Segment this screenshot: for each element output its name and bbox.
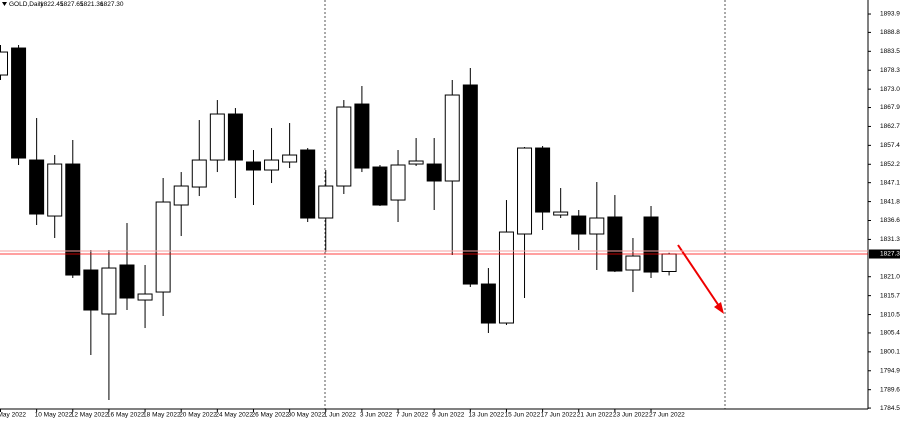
candle-body <box>643 216 659 273</box>
candle-body <box>119 264 135 299</box>
y-tick-label: 1815.75 <box>880 292 900 299</box>
candle-body <box>607 216 623 272</box>
candle-body <box>372 166 388 206</box>
header-close: 1827.30 <box>100 1 124 8</box>
y-tick-label: 1857.45 <box>880 142 900 149</box>
candle-body <box>589 217 605 235</box>
candle-body <box>137 293 153 301</box>
menu-triangle[interactable] <box>2 2 7 6</box>
x-tick-label: 30 May 2022 <box>288 412 326 419</box>
candle-body <box>553 211 569 216</box>
x-tick-label: 13 Jun 2022 <box>468 412 504 419</box>
candle-body <box>408 160 424 165</box>
y-tick-label: 1867.95 <box>880 104 900 111</box>
candle-body <box>47 163 63 217</box>
x-tick-label: 16 May 2022 <box>107 412 145 419</box>
candle-body <box>29 159 45 215</box>
candle-body <box>480 283 496 324</box>
header-open: 1822.45 <box>40 1 64 8</box>
y-tick-label: 1883.55 <box>880 48 900 55</box>
x-tick-label: 17 Jun 2022 <box>541 412 577 419</box>
x-tick-label: 15 Jun 2022 <box>504 412 540 419</box>
candle-body <box>318 185 334 219</box>
annotation-arrow <box>677 244 722 310</box>
x-tick-label: 9 Jun 2022 <box>432 412 465 419</box>
candle-body <box>661 253 677 272</box>
y-tick-label: 1852.20 <box>880 161 900 168</box>
candle-body <box>462 84 478 285</box>
candle-body <box>245 161 261 171</box>
header-high: 1827.65 <box>60 1 84 8</box>
candle-body <box>571 215 587 235</box>
candle-body <box>517 147 533 235</box>
y-tick-label: 1789.65 <box>880 386 900 393</box>
y-tick-label: 1841.85 <box>880 198 900 205</box>
y-tick-label: 1847.10 <box>880 179 900 186</box>
y-tick-label: 1873.05 <box>880 86 900 93</box>
candle-body <box>336 106 352 187</box>
candle-body <box>83 269 99 311</box>
candle-body <box>535 147 551 213</box>
x-tick-label: 20 May 2022 <box>179 412 217 419</box>
candle-body <box>65 163 81 276</box>
x-tick-label: 23 Jun 2022 <box>613 412 649 419</box>
candle-body <box>444 94 460 182</box>
symbol-title: GOLD,Daily <box>9 1 44 8</box>
candle-body <box>625 255 641 271</box>
x-tick-label: 27 Jun 2022 <box>649 412 685 419</box>
y-tick-label: 1821.00 <box>880 273 900 280</box>
candle-body <box>0 51 8 76</box>
candle-body <box>264 159 280 171</box>
candle-body <box>300 149 316 219</box>
x-tick-label: 7 Jun 2022 <box>396 412 429 419</box>
candle-body <box>426 163 442 182</box>
candle-body <box>354 103 370 169</box>
candle-body <box>498 231 514 324</box>
y-tick-label: 1810.50 <box>880 311 900 318</box>
y-tick-label: 1800.15 <box>880 349 900 356</box>
candle-body <box>191 159 207 188</box>
y-tick-label: 1862.70 <box>880 123 900 130</box>
candle-body <box>11 47 27 159</box>
candle-body <box>282 154 298 163</box>
x-tick-label: 12 May 2022 <box>71 412 109 419</box>
header-low: 1821.36 <box>80 1 104 8</box>
x-tick-label: 26 May 2022 <box>251 412 289 419</box>
y-tick-label: 1878.30 <box>880 67 900 74</box>
candle-body <box>173 185 189 206</box>
x-tick-label: 10 May 2022 <box>35 412 73 419</box>
y-tick-label: 1805.40 <box>880 330 900 337</box>
price-label: 1827.30 <box>880 251 900 258</box>
x-tick-label: 1 Jun 2022 <box>324 412 357 419</box>
y-tick-label: 1893.90 <box>880 11 900 18</box>
annotation-arrowhead <box>714 302 724 314</box>
candle-body <box>390 164 406 201</box>
x-tick-label: 24 May 2022 <box>215 412 253 419</box>
candle-body <box>209 113 225 161</box>
y-tick-label: 1836.60 <box>880 217 900 224</box>
candle-body <box>155 201 171 293</box>
y-tick-label: 1888.80 <box>880 29 900 36</box>
y-tick-label: 1831.35 <box>880 236 900 243</box>
candle-body <box>227 113 243 161</box>
y-tick-label: 1784.55 <box>880 405 900 412</box>
x-tick-label: 18 May 2022 <box>143 412 181 419</box>
x-tick-label: May 2022 <box>0 412 26 419</box>
y-tick-label: 1794.90 <box>880 367 900 374</box>
x-tick-label: 3 Jun 2022 <box>360 412 393 419</box>
price-label-box <box>869 249 900 259</box>
candle-body <box>101 267 117 315</box>
x-tick-label: 21 Jun 2022 <box>577 412 613 419</box>
